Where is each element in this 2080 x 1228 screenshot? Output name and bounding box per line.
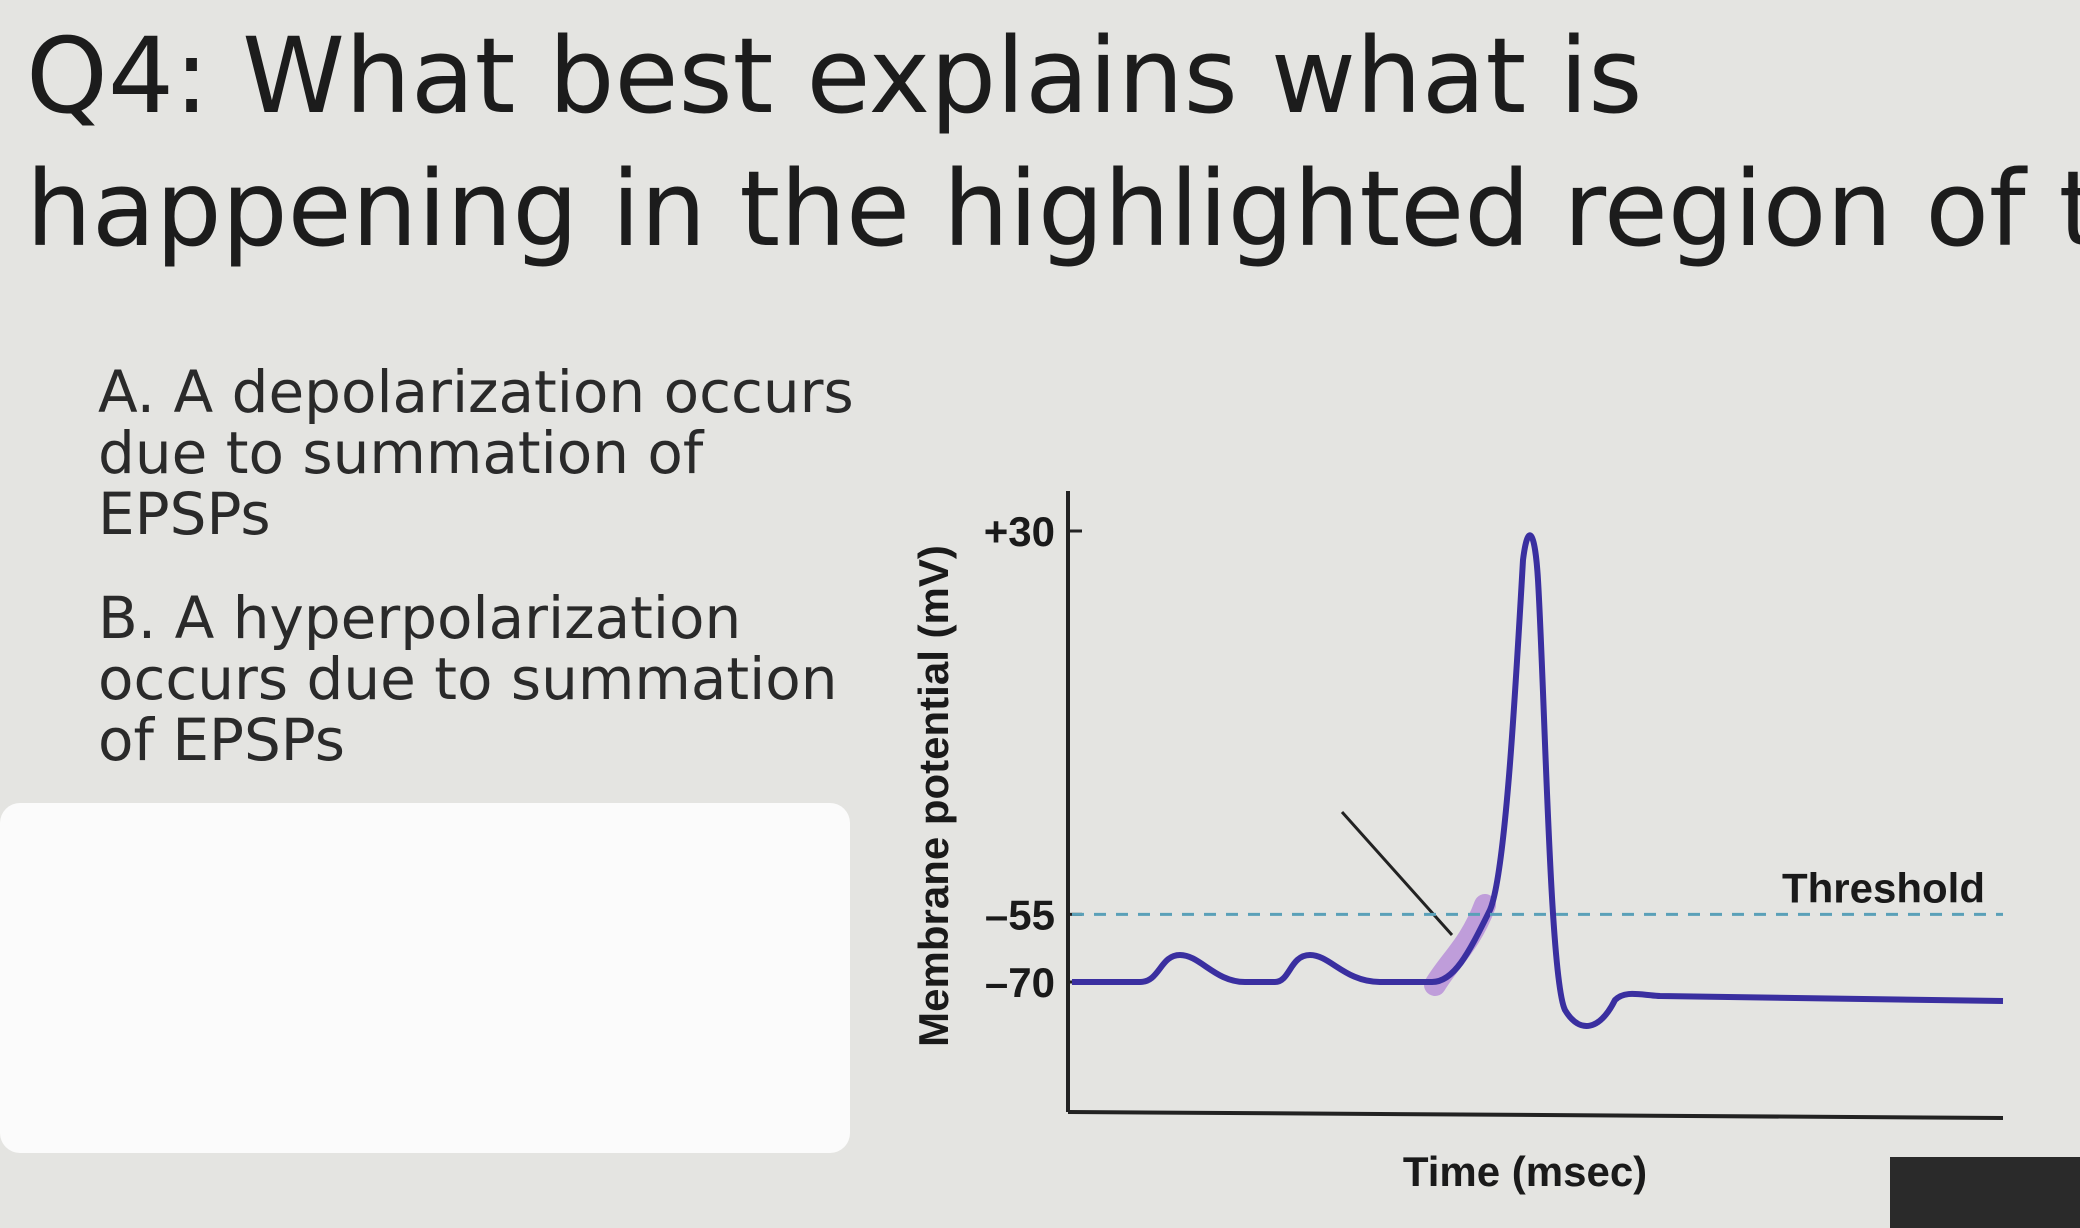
option-line: EPSPs: [98, 480, 271, 548]
dark-corner: [1890, 1157, 2080, 1228]
question-line: happening in the highlighted region of t…: [26, 148, 2080, 270]
y-ticks: +30 –55 –70: [984, 508, 1082, 1006]
option-line: B. A hyperpolarization: [98, 584, 741, 652]
option-line: occurs due to summation: [98, 645, 838, 713]
question-line: Q4: What best explains what is: [26, 15, 1642, 137]
question: Q4: What best explains what is happening …: [26, 15, 2080, 270]
y-tick-label: –70: [985, 959, 1055, 1006]
option-line: A. A depolarization occurs: [98, 358, 854, 426]
x-axis-label: Time (msec): [1403, 1148, 1647, 1195]
y-tick-label: –55: [985, 891, 1055, 938]
threshold-label: Threshold: [1782, 864, 1985, 911]
option-line: of EPSPs: [98, 706, 345, 774]
redaction: [0, 803, 850, 1153]
membrane-trace: [1072, 532, 2004, 1029]
x-axis: [1067, 1110, 2004, 1120]
y-axis-label: Membrane potential (mV): [910, 545, 957, 1047]
y-tick-label: +30: [984, 508, 1055, 555]
option-line: due to summation of: [98, 419, 705, 487]
